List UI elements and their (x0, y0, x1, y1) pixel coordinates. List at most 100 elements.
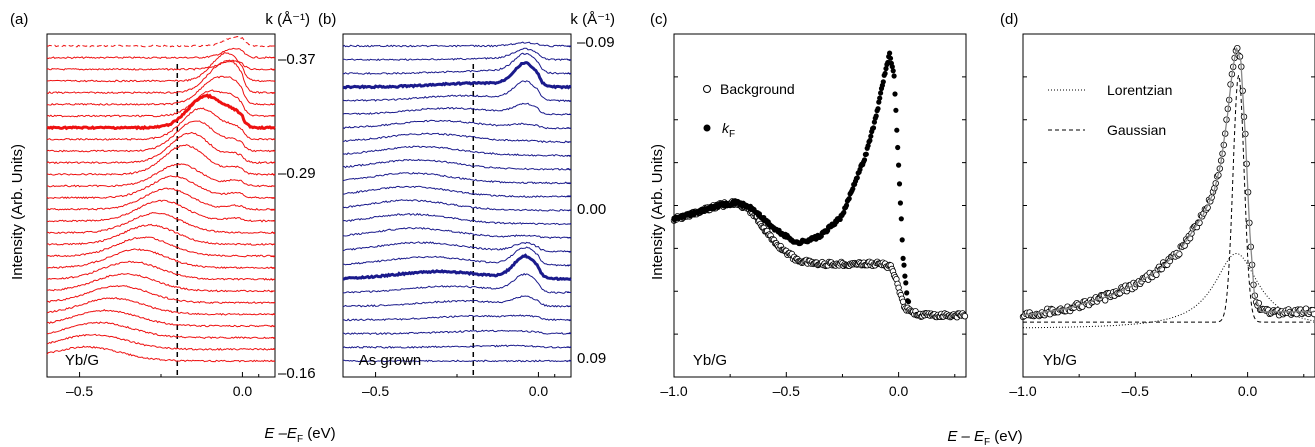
edc-curve (342, 253, 572, 281)
edc-curve (46, 52, 276, 83)
edc-curve (342, 119, 572, 130)
edc-curve (342, 226, 572, 240)
kF-point (887, 55, 894, 61)
kF-point (882, 70, 888, 77)
edc-curve (46, 89, 276, 118)
edc-curve (342, 52, 572, 75)
x-axis-label-ab-sub: F (297, 434, 303, 445)
edc-curve (46, 75, 276, 106)
edc-curve (47, 163, 276, 188)
legend-label-lorentzian: Lorentzian (1107, 82, 1172, 98)
edc-curve (342, 199, 572, 212)
kF-point (871, 119, 878, 125)
edc-curve (46, 131, 276, 165)
kF-point (843, 202, 850, 208)
edc-curve (46, 248, 276, 270)
panel-b: (b) –0.5 0.0 As grown k (Å⁻¹) –0.09 0.00 0.09 (318, 11, 615, 399)
y-axis-label-c: Intensity (Arb. Units) (649, 144, 666, 280)
edc-curve (46, 93, 276, 131)
x-tick-label: 0.0 (529, 383, 549, 399)
kF-point (896, 162, 902, 168)
sample-label-c: Yb/G (693, 352, 727, 369)
x-tick-label: –0.5 (773, 383, 800, 399)
panel-label-b: (b) (318, 11, 336, 28)
fit-curve (1022, 47, 1314, 316)
edc-curve (46, 333, 276, 351)
x-axis-label-cd-main: E – E (947, 428, 985, 445)
k-tick-label-a: –0.37 (278, 51, 316, 68)
edc-curve (342, 185, 572, 198)
edc-curve (46, 199, 276, 223)
edc-curve (342, 295, 572, 308)
edc-curve (46, 309, 276, 328)
edc-curve (342, 102, 572, 116)
edc-curve (46, 59, 276, 95)
kF-point (876, 99, 882, 105)
panel-c: (c) –1.0 –0.5 0.0 Background kF Yb/G (650, 11, 969, 399)
sample-label-d: Yb/G (1043, 352, 1077, 369)
kF-point (890, 68, 896, 74)
panel-a: (a) –0.5 0.0 Yb/G k (Å⁻¹) –0.37 –0.29 –0.16 (10, 11, 316, 399)
edc-curve (46, 175, 276, 200)
x-tick-label: 0.0 (233, 383, 253, 399)
background-point (899, 298, 907, 305)
k-tick-label-a: –0.29 (278, 165, 316, 182)
k-tick-label-a: –0.16 (278, 365, 316, 382)
kF-point (893, 107, 899, 113)
y-axis-label: Intensity (Arb. Units) (9, 144, 26, 280)
kF-point (898, 216, 904, 222)
edc-curve (342, 272, 572, 294)
k-tick-label-b: 0.09 (577, 350, 606, 367)
edc-curve (46, 35, 276, 48)
x-axis-label-ab-unit: (eV) (303, 425, 336, 442)
kF-point (861, 157, 868, 163)
edc-curve (342, 246, 572, 267)
kF-point (902, 273, 908, 279)
edc-curve (46, 107, 276, 141)
edc-curve (342, 61, 572, 90)
x-axis-label-cd-sub: F (984, 437, 990, 447)
kF-point (892, 91, 898, 97)
legend-kF-sub: F (729, 129, 735, 140)
k-axis-label-a: k (Å⁻¹) (265, 11, 310, 28)
data-point (1101, 297, 1109, 304)
x-tick-label: –0.5 (1122, 383, 1149, 399)
kF-point (896, 181, 903, 187)
edc-curve (343, 359, 572, 363)
kF-point (854, 175, 860, 181)
edc-curve (47, 272, 276, 293)
edc-curve (46, 120, 276, 153)
kF-point (875, 106, 881, 112)
edc-curve (46, 144, 276, 176)
edc-curve (342, 41, 572, 48)
edc-curve (342, 212, 572, 226)
edc-curve (342, 80, 572, 103)
edc-curve (46, 236, 276, 258)
kF-point (837, 216, 843, 222)
edc-curve (46, 211, 276, 235)
kF-point (899, 237, 905, 243)
kF-point (901, 262, 907, 268)
kF-point (846, 196, 852, 202)
edc-curve (342, 145, 572, 157)
kF-point (863, 151, 869, 157)
lorentzian-curve (1023, 252, 1314, 329)
edc-curve (342, 171, 572, 185)
kF-point (841, 209, 847, 216)
kF-point (878, 90, 884, 96)
kF-point (865, 143, 871, 149)
x-axis-label-ab: E –EF (eV) (264, 425, 335, 445)
legend-label-kF: kF (722, 120, 735, 140)
edc-curve (342, 329, 572, 336)
legend-kF-main: k (722, 120, 730, 136)
kF-point (900, 255, 906, 261)
legend-label-background: Background (720, 81, 795, 97)
edc-curve (342, 314, 572, 322)
kF-point (867, 137, 873, 144)
panel-d: (d) –1.0 –0.5 0.0 Lorentzian Gaussian Yb/G (1000, 11, 1315, 399)
edc-curve (46, 59, 276, 71)
gaussian-curve (1023, 75, 1314, 323)
x-tick-label: –1.0 (1009, 383, 1036, 399)
x-tick-label: –1.0 (660, 383, 687, 399)
